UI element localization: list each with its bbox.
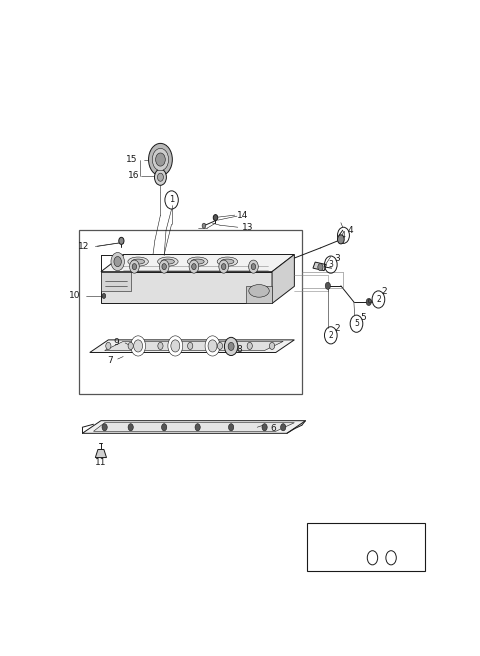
Circle shape [262, 424, 267, 431]
Text: 6: 6 [270, 424, 276, 433]
Circle shape [155, 169, 167, 185]
Text: 5: 5 [354, 319, 359, 328]
Circle shape [171, 340, 180, 352]
Circle shape [148, 144, 172, 176]
Circle shape [114, 256, 121, 266]
Text: 5: 5 [389, 553, 394, 562]
Circle shape [249, 260, 258, 273]
Circle shape [188, 342, 193, 350]
Circle shape [131, 336, 145, 356]
Circle shape [102, 424, 107, 431]
Circle shape [386, 550, 396, 565]
Text: 8: 8 [237, 346, 242, 354]
Circle shape [130, 260, 139, 273]
Ellipse shape [161, 259, 174, 264]
Text: 1: 1 [370, 553, 375, 562]
Circle shape [159, 260, 169, 273]
Text: 2: 2 [376, 295, 381, 304]
Text: 15: 15 [126, 155, 137, 164]
Circle shape [205, 336, 220, 356]
Ellipse shape [221, 259, 234, 264]
Circle shape [247, 342, 252, 350]
Circle shape [106, 342, 111, 350]
Text: 16: 16 [128, 171, 139, 180]
Ellipse shape [128, 257, 148, 266]
Text: NOTE: NOTE [354, 530, 378, 539]
Circle shape [281, 424, 286, 431]
Text: THE NO. 1 :: THE NO. 1 : [322, 553, 367, 562]
Circle shape [225, 337, 238, 356]
Polygon shape [96, 449, 107, 458]
Circle shape [368, 299, 372, 303]
Circle shape [132, 264, 137, 270]
Circle shape [156, 153, 165, 166]
Text: 10: 10 [69, 291, 81, 300]
Circle shape [189, 260, 199, 273]
Text: 1: 1 [169, 195, 174, 205]
Circle shape [102, 293, 106, 298]
Circle shape [213, 215, 218, 220]
Text: 2: 2 [334, 324, 340, 333]
Circle shape [195, 424, 200, 431]
Polygon shape [101, 272, 131, 291]
Circle shape [337, 235, 344, 244]
Circle shape [162, 264, 167, 270]
Polygon shape [83, 420, 305, 434]
Circle shape [251, 264, 256, 270]
Bar [307, 523, 424, 571]
Circle shape [128, 342, 133, 350]
Polygon shape [246, 286, 272, 304]
Polygon shape [101, 255, 294, 272]
Circle shape [366, 298, 372, 306]
Ellipse shape [249, 285, 269, 297]
Circle shape [367, 550, 378, 565]
Ellipse shape [191, 259, 204, 264]
Text: 4: 4 [347, 226, 353, 235]
Circle shape [219, 260, 228, 273]
Polygon shape [94, 422, 294, 431]
Bar [79, 230, 302, 394]
Ellipse shape [217, 257, 238, 266]
Polygon shape [272, 255, 294, 304]
Circle shape [228, 424, 234, 431]
Circle shape [318, 264, 323, 271]
Ellipse shape [187, 257, 208, 266]
Text: 4: 4 [341, 231, 346, 240]
Circle shape [269, 342, 275, 350]
Polygon shape [90, 340, 294, 352]
Text: 12: 12 [78, 242, 90, 251]
Circle shape [168, 336, 183, 356]
Text: 3: 3 [334, 253, 340, 262]
Circle shape [119, 237, 124, 245]
Text: 9: 9 [114, 338, 120, 347]
Circle shape [133, 340, 143, 352]
Circle shape [208, 340, 217, 352]
Polygon shape [105, 341, 283, 350]
Text: 3: 3 [328, 260, 333, 269]
Circle shape [157, 173, 163, 181]
Text: 13: 13 [242, 223, 254, 232]
Polygon shape [313, 262, 326, 271]
Circle shape [158, 342, 163, 350]
Circle shape [228, 342, 234, 350]
Text: 11: 11 [95, 458, 107, 467]
Circle shape [221, 264, 226, 270]
Text: 14: 14 [238, 211, 249, 220]
Circle shape [202, 223, 206, 228]
Text: 2: 2 [381, 287, 387, 297]
Circle shape [162, 424, 167, 431]
Text: 7: 7 [107, 356, 113, 365]
Text: ~: ~ [377, 553, 384, 562]
Circle shape [217, 342, 223, 350]
Polygon shape [101, 272, 272, 304]
Text: 5: 5 [360, 313, 366, 321]
Ellipse shape [157, 257, 178, 266]
Circle shape [325, 282, 330, 289]
Text: 2: 2 [328, 331, 333, 340]
Circle shape [128, 424, 133, 431]
Ellipse shape [132, 259, 144, 264]
Circle shape [152, 148, 168, 171]
Circle shape [192, 264, 196, 270]
Circle shape [111, 253, 124, 271]
